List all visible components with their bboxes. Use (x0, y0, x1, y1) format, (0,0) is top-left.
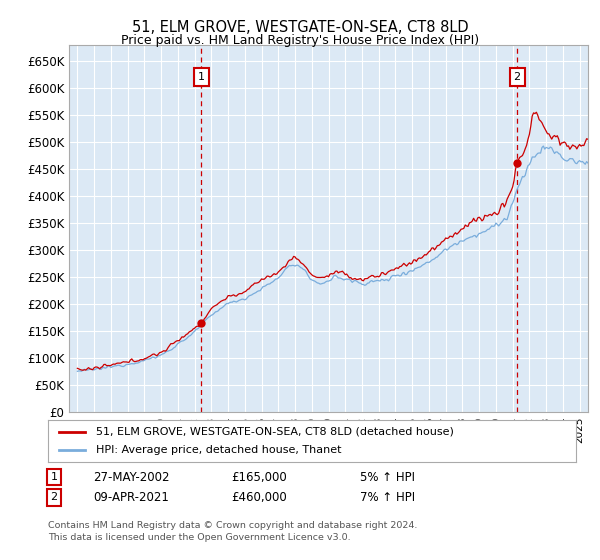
Text: 1: 1 (198, 72, 205, 82)
Text: 1: 1 (50, 472, 58, 482)
Text: 2: 2 (514, 72, 521, 82)
Text: 51, ELM GROVE, WESTGATE-ON-SEA, CT8 8LD: 51, ELM GROVE, WESTGATE-ON-SEA, CT8 8LD (131, 20, 469, 35)
Text: 7% ↑ HPI: 7% ↑ HPI (360, 491, 415, 504)
Text: 51, ELM GROVE, WESTGATE-ON-SEA, CT8 8LD (detached house): 51, ELM GROVE, WESTGATE-ON-SEA, CT8 8LD … (95, 427, 454, 437)
Text: £460,000: £460,000 (231, 491, 287, 504)
Text: Contains HM Land Registry data © Crown copyright and database right 2024.: Contains HM Land Registry data © Crown c… (48, 521, 418, 530)
Text: 27-MAY-2002: 27-MAY-2002 (93, 470, 170, 484)
Text: 2: 2 (50, 492, 58, 502)
Text: 09-APR-2021: 09-APR-2021 (93, 491, 169, 504)
Text: HPI: Average price, detached house, Thanet: HPI: Average price, detached house, Than… (95, 445, 341, 455)
Text: Price paid vs. HM Land Registry's House Price Index (HPI): Price paid vs. HM Land Registry's House … (121, 34, 479, 46)
Text: £165,000: £165,000 (231, 470, 287, 484)
Text: 5% ↑ HPI: 5% ↑ HPI (360, 470, 415, 484)
Text: This data is licensed under the Open Government Licence v3.0.: This data is licensed under the Open Gov… (48, 533, 350, 542)
